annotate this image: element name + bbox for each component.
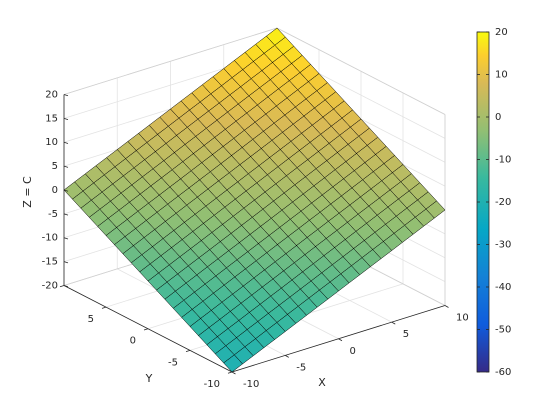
y-tick: [185, 349, 191, 353]
x-tick: [231, 371, 236, 375]
z-tick: [63, 189, 69, 192]
x-axis-label: X: [318, 376, 326, 389]
colorbar-tick-label: 10: [495, 70, 508, 81]
x-tick: [338, 338, 343, 342]
colorbar-tick-label: 20: [495, 27, 508, 38]
z-tick-label: -15: [42, 257, 58, 268]
z-tick-label: 20: [45, 89, 58, 100]
y-tick-label: -5: [168, 357, 178, 368]
colorbar-tick-label: -60: [495, 367, 511, 378]
x-tick: [391, 321, 396, 325]
z-tick: [63, 117, 69, 120]
x-tick: [444, 305, 449, 308]
z-tick-label: -5: [48, 209, 58, 220]
z-tick: [63, 285, 69, 288]
y-tick: [227, 371, 233, 374]
z-tick-label: 10: [45, 137, 58, 148]
surface-face: [266, 27, 286, 46]
box-edge: [276, 27, 446, 115]
colorbar-tick-label: -20: [495, 197, 511, 208]
x-tick-label: -5: [296, 362, 306, 373]
z-tick-label: 5: [52, 161, 58, 172]
z-tick: [63, 165, 69, 168]
z-tick: [63, 237, 69, 240]
colorbar-tick-label: -30: [495, 240, 511, 251]
z-tick: [63, 141, 69, 144]
colorbar-tick-label: -50: [495, 325, 511, 336]
surface: [63, 27, 446, 373]
z-tick-label: 15: [45, 113, 58, 124]
y-axis-label: Y: [145, 372, 153, 385]
x-tick-label: 5: [403, 329, 409, 340]
z-tick-label: 0: [52, 185, 58, 196]
x-tick-label: 0: [350, 346, 356, 357]
colorbar-tick-label: 0: [495, 112, 501, 123]
z-tick: [63, 261, 69, 264]
colorbar-tick-label: -10: [495, 155, 511, 166]
y-tick-label: -10: [204, 379, 220, 390]
x-tick: [285, 355, 289, 358]
z-tick: [63, 213, 69, 216]
y-tick-label: 5: [88, 314, 94, 325]
z-tick-label: -10: [42, 233, 58, 244]
z-axis-label: Z = C: [21, 176, 34, 208]
colorbar-tick-label: -40: [495, 282, 511, 293]
z-tick-label: -20: [42, 280, 58, 291]
x-tick-label: 10: [456, 313, 469, 324]
box-edge: [63, 27, 278, 95]
y-tick: [59, 285, 65, 288]
y-tick: [101, 306, 107, 309]
x-tick-label: -10: [243, 379, 259, 390]
z-tick: [63, 94, 69, 97]
y-tick: [143, 328, 149, 331]
y-tick-label: 0: [130, 336, 136, 347]
